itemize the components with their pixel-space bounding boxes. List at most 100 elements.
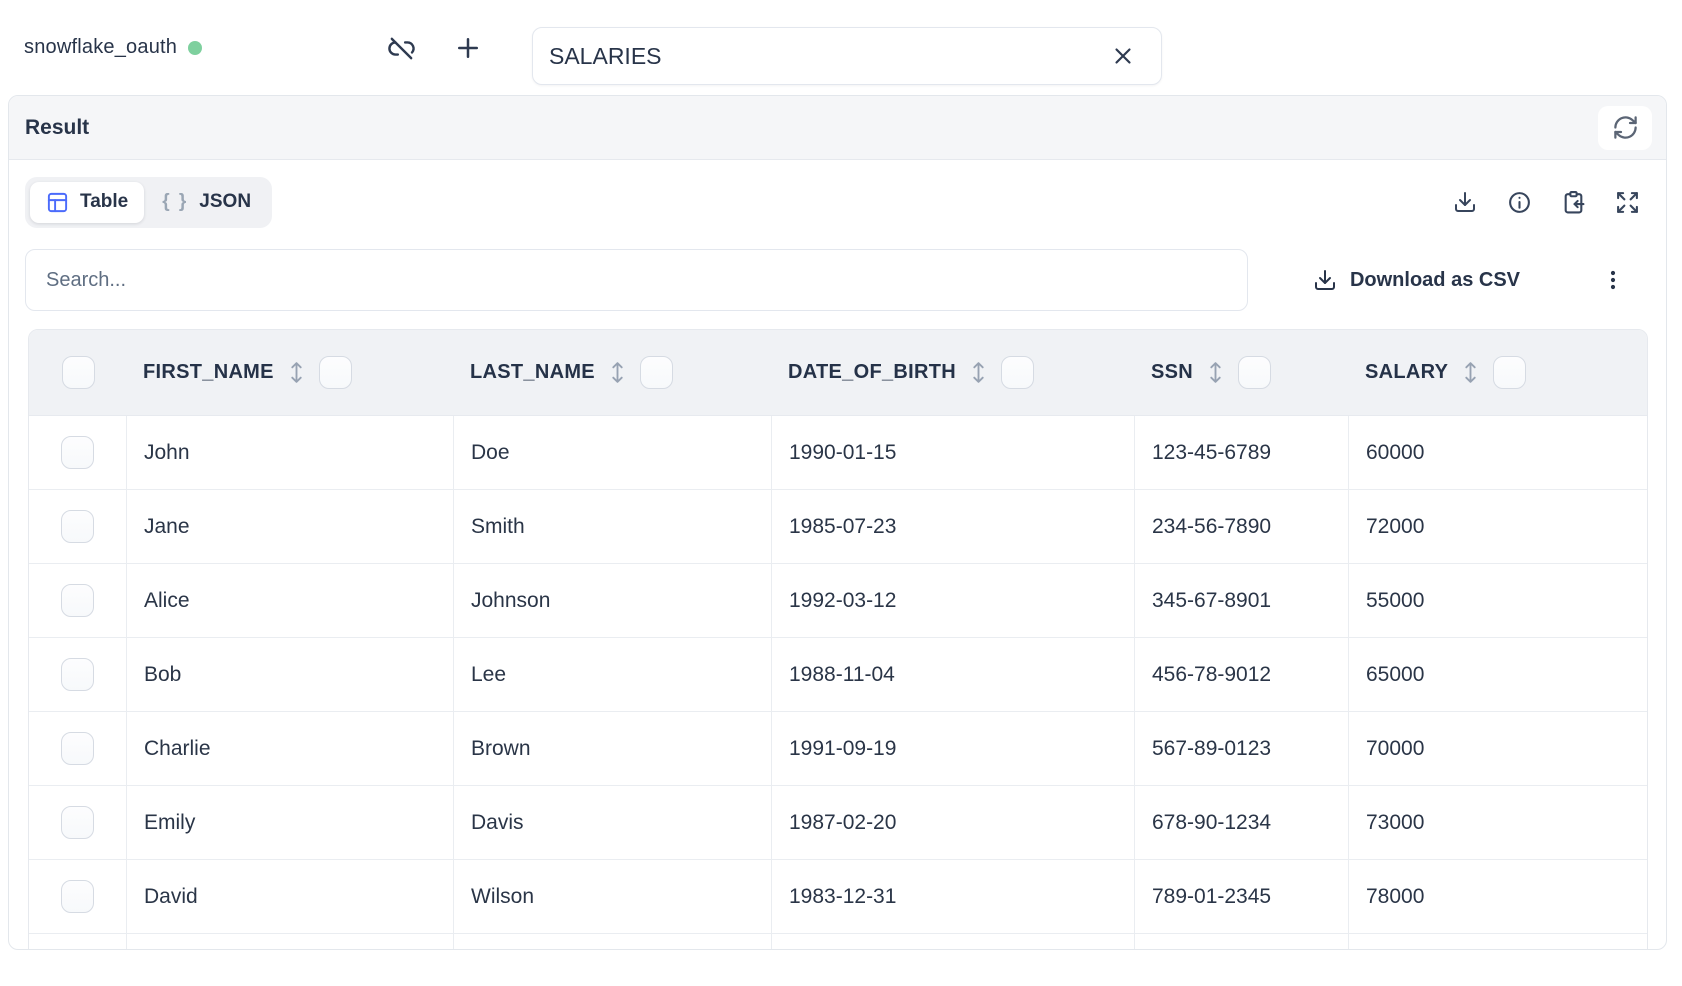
row-select-cell xyxy=(29,564,127,638)
table-row[interactable]: David Wilson 1983-12-31 789-01-2345 78000 xyxy=(29,860,1647,934)
cell: Smith xyxy=(454,490,772,564)
select-all-checkbox[interactable] xyxy=(61,356,95,389)
result-table-container: FIRST_NAME LAST_NAME DATE_OF_BIRTH SSN xyxy=(28,329,1648,949)
tab-json[interactable]: { } JSON xyxy=(146,182,267,222)
table-body: John Doe 1990-01-15 123-45-6789 60000 Jane Sm… xyxy=(29,416,1647,949)
row-checkbox[interactable] xyxy=(61,806,94,839)
cell: 1988-11-04 xyxy=(772,638,1135,712)
cell: Bob xyxy=(127,638,454,712)
sort-icon[interactable] xyxy=(971,359,986,386)
connection-indicator[interactable]: snowflake_oauth xyxy=(24,0,203,95)
sort-icon[interactable] xyxy=(289,359,304,386)
row-checkbox[interactable] xyxy=(61,510,94,543)
view-toolbar: Table { } JSON xyxy=(25,160,1640,244)
cell xyxy=(772,934,1135,949)
row-select-cell xyxy=(29,416,127,490)
column-checkbox[interactable] xyxy=(1238,356,1272,389)
cell: 1992-03-12 xyxy=(772,564,1135,638)
cell: 1985-07-23 xyxy=(772,490,1135,564)
cell: David xyxy=(127,860,454,934)
row-checkbox[interactable] xyxy=(61,584,94,617)
cell: 1987-02-20 xyxy=(772,786,1135,860)
vertical-dots-icon xyxy=(1610,270,1616,290)
refresh-icon xyxy=(1613,116,1637,139)
select-all-cell xyxy=(29,330,127,416)
close-icon xyxy=(1115,48,1131,64)
column-header[interactable]: SALARY xyxy=(1349,330,1647,416)
download-csv-button[interactable]: Download as CSV xyxy=(1313,268,1520,292)
expand-button[interactable] xyxy=(1614,189,1640,215)
column-checkbox[interactable] xyxy=(1000,356,1034,389)
connection-name: snowflake_oauth xyxy=(24,36,178,58)
info-button[interactable] xyxy=(1506,189,1532,215)
search-input[interactable] xyxy=(25,249,1248,311)
cell: 345-67-8901 xyxy=(1135,564,1349,638)
cell: 789-01-2345 xyxy=(1135,860,1349,934)
table-row[interactable]: Jane Smith 1985-07-23 234-56-7890 72000 xyxy=(29,490,1647,564)
view-tab-group: Table { } JSON xyxy=(25,176,273,228)
row-checkbox[interactable] xyxy=(61,880,94,913)
more-options-button[interactable] xyxy=(1600,267,1626,293)
table-row[interactable]: Alice Johnson 1992-03-12 345-67-8901 55000 xyxy=(29,564,1647,638)
cell xyxy=(1349,934,1647,949)
cell: Wilson xyxy=(454,860,772,934)
cell: Johnson xyxy=(454,564,772,638)
result-header: Result xyxy=(9,96,1666,160)
table-header-row: FIRST_NAME LAST_NAME DATE_OF_BIRTH SSN xyxy=(29,330,1647,416)
table-row[interactable]: John Doe 1990-01-15 123-45-6789 60000 xyxy=(29,416,1647,490)
row-checkbox[interactable] xyxy=(61,436,94,469)
cell: 234-56-7890 xyxy=(1135,490,1349,564)
curly-braces-icon: { } xyxy=(162,191,189,212)
cell: 60000 xyxy=(1349,416,1647,490)
cell: 55000 xyxy=(1349,564,1647,638)
table-name-field xyxy=(532,27,1162,85)
column-header[interactable]: LAST_NAME xyxy=(454,330,772,416)
cell: 567-89-0123 xyxy=(1135,712,1349,786)
download-icon xyxy=(1455,192,1475,212)
table-icon xyxy=(47,192,68,212)
top-toolbar: snowflake_oauth xyxy=(0,0,1682,95)
info-icon xyxy=(1508,191,1530,213)
disconnect-button[interactable] xyxy=(381,28,421,68)
column-header[interactable]: DATE_OF_BIRTH xyxy=(772,330,1135,416)
column-checkbox[interactable] xyxy=(1493,356,1527,389)
cell: 123-45-6789 xyxy=(1135,416,1349,490)
result-title: Result xyxy=(25,115,90,139)
row-checkbox[interactable] xyxy=(61,658,94,691)
cell: John xyxy=(127,416,454,490)
column-header[interactable]: SSN xyxy=(1135,330,1349,416)
cell: 73000 xyxy=(1349,786,1647,860)
column-label: LAST_NAME xyxy=(470,361,595,383)
cell xyxy=(127,934,454,949)
cell: Brown xyxy=(454,712,772,786)
download-button[interactable] xyxy=(1452,189,1478,215)
row-checkbox[interactable] xyxy=(61,732,94,765)
cell: Charlie xyxy=(127,712,454,786)
row-select-cell xyxy=(29,786,127,860)
clear-input-button[interactable] xyxy=(1108,41,1138,71)
table-row[interactable]: Charlie Brown 1991-09-19 567-89-0123 70000 xyxy=(29,712,1647,786)
paste-button[interactable] xyxy=(1560,189,1586,215)
sort-icon[interactable] xyxy=(610,359,625,386)
refresh-button[interactable] xyxy=(1598,105,1652,150)
cell xyxy=(1135,934,1349,949)
table-name-input[interactable] xyxy=(532,27,1162,85)
cell: 1991-09-19 xyxy=(772,712,1135,786)
table-row[interactable]: Bob Lee 1988-11-04 456-78-9012 65000 xyxy=(29,638,1647,712)
column-checkbox[interactable] xyxy=(318,356,352,389)
add-tab-button[interactable] xyxy=(448,28,488,68)
cell xyxy=(29,934,127,949)
cell: 70000 xyxy=(1349,712,1647,786)
sort-icon[interactable] xyxy=(1208,359,1223,386)
result-panel: Result Table { } JSON xyxy=(8,95,1667,950)
column-label: SSN xyxy=(1151,361,1194,383)
column-header[interactable]: FIRST_NAME xyxy=(127,330,454,416)
table-row[interactable]: Emily Davis 1987-02-20 678-90-1234 73000 xyxy=(29,786,1647,860)
clipboard-paste-icon xyxy=(1564,190,1584,213)
cell: Alice xyxy=(127,564,454,638)
sort-icon[interactable] xyxy=(1463,359,1478,386)
column-checkbox[interactable] xyxy=(639,356,673,389)
tab-table[interactable]: Table xyxy=(30,181,145,223)
connection-status-icon xyxy=(188,40,203,55)
unlink-icon xyxy=(387,37,415,59)
